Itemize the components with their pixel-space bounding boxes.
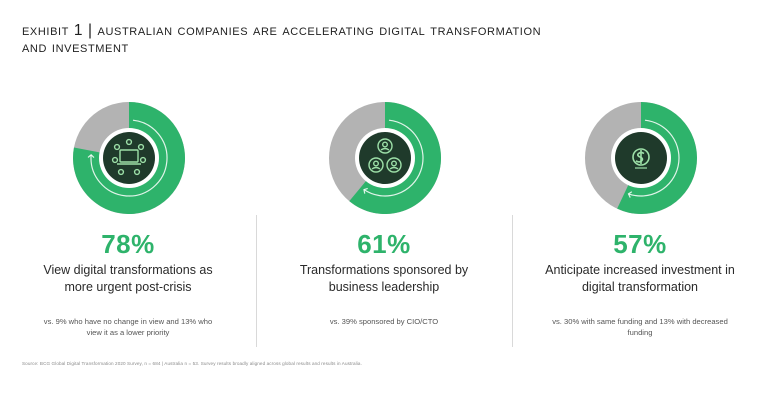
stat-caption-3: Anticipate increased investment in digit… (545, 263, 735, 294)
progress-arrow-1 (90, 119, 168, 197)
donut-segment-1 (73, 102, 185, 214)
people-group-icon (368, 138, 402, 173)
source-note: Source: BCG Global Digital Transformatio… (22, 361, 362, 366)
donut-segment-2 (349, 102, 441, 214)
donut-chart-3 (585, 102, 697, 214)
stat-caption-1: View digital transformations as more urg… (43, 263, 213, 294)
stat-value-2: 61% (357, 229, 411, 259)
stat-caption-2: Transformations sponsored by business le… (299, 263, 469, 294)
progress-arrow-head-2 (363, 187, 368, 194)
progress-arrow-3 (628, 119, 680, 197)
progress-arrow-head-1 (87, 154, 95, 158)
stat-column-1: 78% View digital transformations as more… (0, 100, 256, 350)
donut-chart-2 (329, 102, 441, 214)
stat-note-1: vs. 9% who have no change in view and 13… (43, 317, 213, 337)
divider-2 (512, 215, 513, 347)
stat-note-2: vs. 39% sponsored by CIO/CTO (329, 317, 439, 326)
laptop-network-icon (111, 138, 147, 176)
donut-chart-1 (73, 102, 185, 214)
progress-arrow-2 (363, 119, 424, 197)
stat-column-3: 57% Anticipate increased investment in d… (512, 100, 768, 350)
stat-column-2: 61% Transformations sponsored by busines… (256, 100, 512, 350)
stat-value-1: 78% (101, 229, 155, 259)
divider-1 (256, 215, 257, 347)
title-line-2: And investment (22, 39, 129, 56)
stat-value-3: 57% (613, 229, 667, 259)
dollar-coin-icon (632, 148, 650, 169)
donut-center-2 (359, 132, 411, 184)
stat-note-3: vs. 30% with same funding and 13% with d… (552, 317, 728, 337)
